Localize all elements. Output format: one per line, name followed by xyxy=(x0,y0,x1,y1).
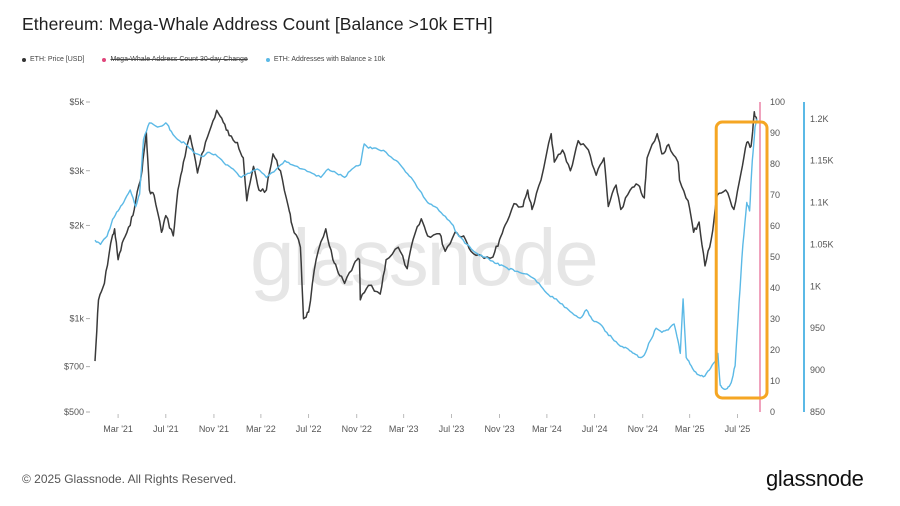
chart-area[interactable]: glassnode $500$700$1k$2k$3k$5k 010203040… xyxy=(0,90,900,440)
y-mid-tick-label: 100 xyxy=(770,97,785,107)
x-tick-label: Mar '21 xyxy=(103,424,133,434)
y-left-tick-label: $2k xyxy=(69,220,84,230)
legend-swatch-price xyxy=(22,57,26,62)
y-right-tick-label: 950 xyxy=(810,323,825,333)
y-right-tick-label: 1.1K xyxy=(810,198,829,208)
x-tick-label: Jul '21 xyxy=(153,424,179,434)
y-left-tick-label: $1k xyxy=(69,314,84,324)
x-tick-label: Mar '23 xyxy=(389,424,419,434)
y-mid-tick-label: 40 xyxy=(770,283,780,293)
y-mid-tick-label: 0 xyxy=(770,407,775,417)
x-tick-label: Jul '24 xyxy=(582,424,608,434)
y-left-tick-label: $700 xyxy=(64,362,84,372)
x-tick-label: Jul '23 xyxy=(439,424,465,434)
y-right-tick-label: 1K xyxy=(810,281,821,291)
y-mid-tick-label: 80 xyxy=(770,159,780,169)
y-right-tick-label: 1.15K xyxy=(810,156,834,166)
legend-swatch-whale-change xyxy=(102,57,107,62)
x-tick-label: Nov '24 xyxy=(628,424,658,434)
series-line-addresses xyxy=(94,118,758,391)
legend-label-price: ETH: Price [USD] xyxy=(30,56,85,63)
y-left-tick-label: $500 xyxy=(64,407,84,417)
series-line-price xyxy=(94,109,758,362)
y-left-tick-label: $5k xyxy=(69,97,84,107)
chart-title: Ethereum: Mega-Whale Address Count [Bala… xyxy=(22,14,493,34)
glassnode-logo[interactable]: glassnode xyxy=(766,466,864,491)
highlight-box xyxy=(714,120,769,400)
x-tick-label: Nov '21 xyxy=(199,424,229,434)
legend-item-whale-change[interactable]: Mega-Whale Address Count 30-day Change xyxy=(102,56,248,63)
x-tick-label: Nov '22 xyxy=(342,424,372,434)
x-tick-label: Mar '25 xyxy=(675,424,705,434)
legend-label-addresses: ETH: Addresses with Balance ≥ 10k xyxy=(273,56,386,63)
y-mid-tick-label: 10 xyxy=(770,376,780,386)
x-tick-label: Jul '22 xyxy=(296,424,322,434)
legend-item-addresses[interactable]: ETH: Addresses with Balance ≥ 10k xyxy=(265,56,386,63)
footer-copyright: © 2025 Glassnode. All Rights Reserved. xyxy=(22,472,237,486)
x-tick-label: Mar '22 xyxy=(246,424,276,434)
y-right-tick-label: 1.05K xyxy=(810,239,834,249)
x-tick-label: Nov '23 xyxy=(484,424,514,434)
legend-item-price[interactable]: ETH: Price [USD] xyxy=(22,56,84,63)
x-tick-label: Mar '24 xyxy=(532,424,562,434)
y-mid-tick-label: 20 xyxy=(770,345,780,355)
y-right-tick-label: 1.2K xyxy=(810,114,829,124)
y-right-tick-label: 900 xyxy=(810,365,825,375)
chart-legend: ETH: Price [USD] Mega-Whale Address Coun… xyxy=(22,56,385,63)
y-right-tick-label: 850 xyxy=(810,407,825,417)
x-tick-label: Jul '25 xyxy=(725,424,751,434)
y-mid-tick-label: 30 xyxy=(770,314,780,324)
y-left-tick-label: $3k xyxy=(69,166,84,176)
y-mid-tick-label: 60 xyxy=(770,221,780,231)
legend-swatch-addresses xyxy=(265,57,270,62)
y-mid-tick-label: 70 xyxy=(770,190,780,200)
legend-label-whale-change: Mega-Whale Address Count 30-day Change xyxy=(110,56,248,63)
y-mid-tick-label: 50 xyxy=(770,252,780,262)
y-mid-tick-label: 90 xyxy=(770,128,780,138)
